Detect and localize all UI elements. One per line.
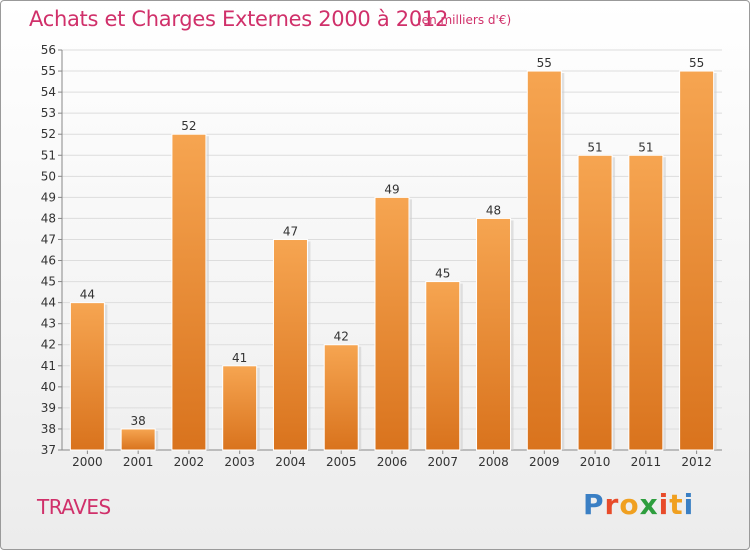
y-tick-label: 43	[41, 317, 56, 331]
bar	[577, 154, 613, 451]
x-tick-label: 2002	[174, 455, 205, 469]
bar	[628, 154, 664, 451]
y-tick-label: 47	[41, 232, 56, 246]
y-tick-label: 42	[41, 338, 56, 352]
logo-letter: i	[683, 488, 695, 521]
logo-letter: r	[604, 488, 620, 521]
chart-title: Achats et Charges Externes 2000 à 2012	[29, 7, 449, 31]
y-tick-label: 37	[41, 443, 56, 457]
x-tick-label: 2011	[631, 455, 662, 469]
bar	[272, 238, 308, 451]
y-tick-label: 46	[41, 254, 56, 268]
proxiti-logo: Proxiti	[583, 488, 694, 521]
data-label: 49	[384, 182, 399, 196]
y-tick-label: 44	[41, 296, 56, 310]
y-tick-label: 51	[41, 148, 56, 162]
bar	[171, 133, 207, 451]
bar	[120, 428, 156, 451]
bar	[222, 365, 258, 451]
y-tick-label: 56	[41, 43, 56, 57]
data-label: 38	[131, 414, 146, 428]
x-tick-label: 2003	[224, 455, 255, 469]
y-tick-label: 52	[41, 127, 56, 141]
x-tick-label: 2000	[72, 455, 103, 469]
chart-unit-note: (en milliers d'€)	[417, 13, 512, 27]
logo-letter: o	[619, 488, 640, 521]
bar	[374, 196, 410, 451]
x-tick-label: 2012	[681, 455, 712, 469]
data-label: 47	[283, 224, 298, 238]
data-labels: 44 38 52 41 47 42 49 45 48 55 51 51 55	[80, 56, 705, 428]
data-label: 52	[181, 119, 196, 133]
logo-letter: P	[583, 488, 605, 521]
x-tick-label: 2001	[123, 455, 154, 469]
bar	[679, 70, 715, 451]
bars	[69, 70, 717, 451]
bar	[526, 70, 562, 451]
x-tick-label: 2005	[326, 455, 357, 469]
data-label: 55	[537, 56, 552, 70]
data-label: 51	[587, 140, 602, 154]
bar	[69, 302, 105, 451]
y-tick-label: 53	[41, 106, 56, 120]
y-tick-label: 40	[41, 380, 56, 394]
y-tick-label: 55	[41, 64, 56, 78]
x-tick-label: 2008	[478, 455, 509, 469]
x-tick-label: 2009	[529, 455, 560, 469]
bar	[425, 281, 461, 451]
y-tick-label: 45	[41, 275, 56, 289]
data-label: 45	[435, 267, 450, 281]
x-tick-label: 2004	[275, 455, 306, 469]
logo-letter: x	[639, 488, 659, 521]
y-tick-label: 39	[41, 401, 56, 415]
data-label: 51	[638, 140, 653, 154]
bar	[323, 344, 359, 451]
x-tick-label: 2007	[427, 455, 458, 469]
data-label: 55	[689, 56, 704, 70]
bar	[476, 217, 512, 451]
y-tick-label: 50	[41, 169, 56, 183]
x-tick-label: 2010	[580, 455, 611, 469]
data-label: 42	[334, 330, 349, 344]
x-tick-label: 2006	[377, 455, 408, 469]
data-label: 48	[486, 203, 501, 217]
data-label: 41	[232, 351, 247, 365]
y-tick-label: 48	[41, 211, 56, 225]
logo-letter: i	[658, 488, 670, 521]
logo-letter: t	[669, 488, 684, 521]
y-tick-label: 49	[41, 190, 56, 204]
y-tick-label: 41	[41, 359, 56, 373]
y-tick-label: 38	[41, 422, 56, 436]
y-tick-label: 54	[41, 85, 56, 99]
commune-name: TRAVES	[37, 495, 111, 519]
data-label: 44	[80, 288, 95, 302]
